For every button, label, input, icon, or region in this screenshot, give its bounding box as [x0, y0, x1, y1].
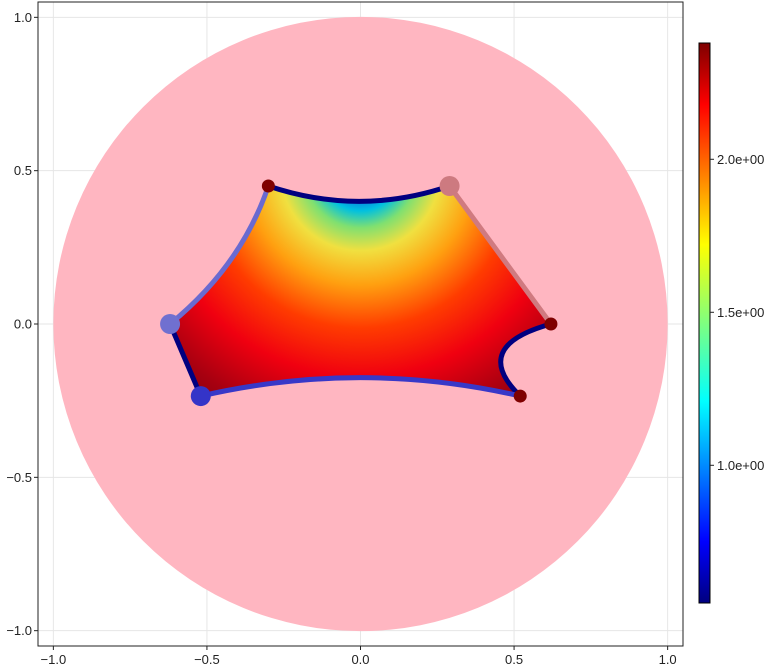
- y-tick-label: −0.5: [6, 470, 32, 485]
- vertex-marker: [190, 386, 211, 407]
- x-tick-label: 1.0: [659, 652, 677, 667]
- y-tick-label: 0.0: [14, 317, 32, 332]
- polygon-edge: [498, 321, 554, 399]
- x-tick-label: −0.5: [194, 652, 220, 667]
- vertex-marker: [544, 317, 558, 331]
- x-tick-label: −1.0: [41, 652, 67, 667]
- y-tick-label: 0.5: [14, 163, 32, 178]
- polygon-edges: [167, 183, 554, 399]
- x-tick-label: 0.0: [351, 652, 369, 667]
- vertex-marker: [513, 389, 527, 403]
- polygon-edge: [167, 183, 271, 327]
- colorbar-ticks: 1.0e+00 1.5e+00 2.0e+00: [710, 152, 764, 473]
- vertex-marker: [261, 179, 275, 193]
- axis-ticks: −1.0 −0.5 0.0 0.5 1.0 −1.0 −0.5 0.0 0.5 1.0: [6, 10, 676, 667]
- colorbar-tick-label: 1.5e+00: [717, 305, 764, 320]
- y-tick-label: 1.0: [14, 10, 32, 25]
- vertex-marker: [439, 176, 460, 196]
- x-tick-label: 0.5: [505, 652, 523, 667]
- colorbar-tick-label: 2.0e+00: [717, 152, 764, 167]
- polygon-edge: [198, 375, 523, 399]
- y-tick-label: −1.0: [6, 623, 32, 638]
- vertex-markers: [160, 176, 558, 407]
- polygon-edge: [447, 183, 554, 327]
- vertex-marker: [160, 314, 181, 334]
- colorbar: [698, 42, 711, 604]
- polygon-edge: [265, 183, 453, 204]
- colorbar-tick-label: 1.0e+00: [717, 458, 764, 473]
